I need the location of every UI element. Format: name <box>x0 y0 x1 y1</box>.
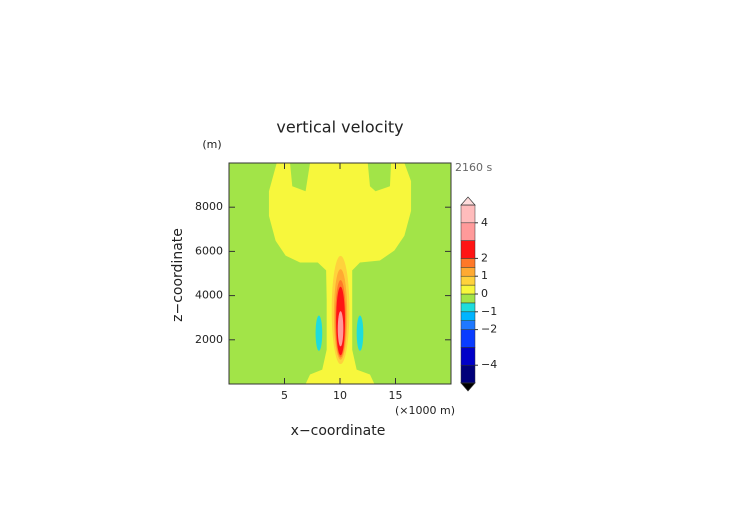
y-tick-label: 4000 <box>195 289 223 302</box>
y-tick-label: 6000 <box>195 244 223 257</box>
x-tick-label: 10 <box>333 389 347 402</box>
time-label: 2160 s <box>455 161 492 174</box>
y-tick-label: 8000 <box>195 200 223 213</box>
y-unit: (m) <box>202 138 221 151</box>
colorbar-band <box>460 329 476 348</box>
colorbar-band <box>460 347 476 366</box>
chart-title: vertical velocity <box>276 118 403 137</box>
colorbar-tick-label: 0 <box>481 287 488 300</box>
colorbar-band <box>460 284 476 295</box>
colorbar-band <box>460 311 476 321</box>
colorbar-tick-label: −4 <box>481 358 497 371</box>
colorbar-band <box>460 302 476 313</box>
x-axis-label: x−coordinate <box>291 423 386 439</box>
contour-region <box>315 315 323 351</box>
contour-field <box>229 163 451 384</box>
colorbar-band <box>460 240 476 259</box>
x-tick-label: 15 <box>389 389 403 402</box>
colorbar-band <box>460 258 476 268</box>
colorbar-band <box>460 320 476 330</box>
y-axis-label: z−coordinate <box>170 228 186 322</box>
colorbar-band <box>460 222 476 241</box>
colorbar-band <box>460 275 476 286</box>
contour-region <box>337 311 344 347</box>
colorbar-band <box>460 293 476 304</box>
colorbar-tick-label: −2 <box>481 323 497 336</box>
colorbar-tick-label: −1 <box>481 305 497 318</box>
colorbar-tick-label: 4 <box>481 216 488 229</box>
colorbar-band <box>460 364 476 384</box>
colorbar-tick-label: 2 <box>481 251 488 264</box>
x-tick-label: 5 <box>281 389 288 402</box>
colorbar-extend-top <box>460 196 476 206</box>
colorbar-tick-label: 1 <box>481 269 488 282</box>
colorbar-extend-bottom <box>460 382 476 392</box>
y-tick-label: 2000 <box>195 333 223 346</box>
contour-region <box>356 315 364 351</box>
colorbar-band <box>460 267 476 277</box>
x-unit: (×1000 m) <box>395 404 455 417</box>
colorbar-band <box>460 204 476 224</box>
